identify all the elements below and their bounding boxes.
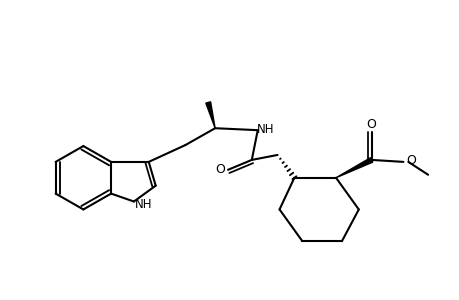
Text: O: O	[405, 154, 415, 167]
Text: NH: NH	[135, 198, 152, 211]
Polygon shape	[335, 158, 372, 178]
Text: NH: NH	[257, 123, 274, 136]
Text: O: O	[366, 118, 376, 131]
Polygon shape	[205, 102, 215, 128]
Text: O: O	[215, 163, 224, 176]
